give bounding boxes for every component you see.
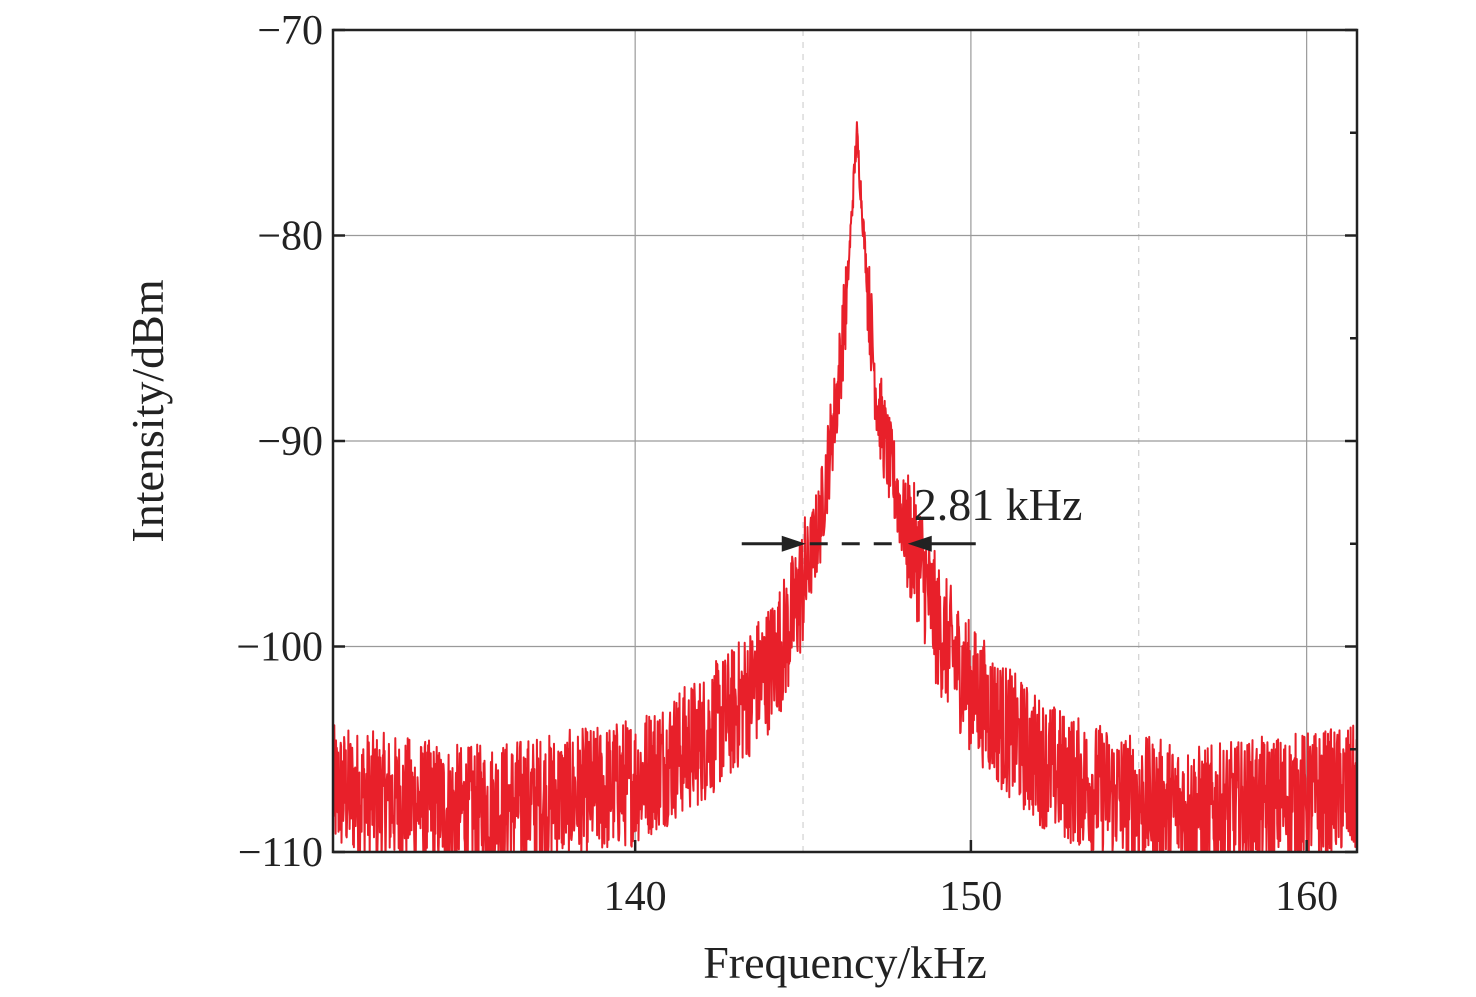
axis-ticks [333,28,1357,854]
y-axis-title: Intensity/dBm [122,279,173,542]
x-tick-label: 140 [604,874,667,920]
y-tick-label: −100 [236,625,323,671]
y-tick-label: −90 [257,419,323,465]
grid-lines [333,29,1357,853]
x-tick-label: 150 [939,874,1002,920]
y-tick-label: −110 [238,830,323,876]
y-tick-label: −70 [257,8,323,54]
spectrum-line [333,121,1357,852]
tick-labels: 140 150 160 −70 −80 −90 −100 −110 [236,8,1338,920]
x-tick-label: 160 [1275,874,1338,920]
left-arrowhead [781,535,806,552]
series-group [333,121,1357,852]
linewidth-label: 2.81 kHz [914,479,1083,530]
linewidth-annotation: 2.81 kHz [741,479,1083,552]
y-tick-label: −80 [257,214,323,260]
x-axis-title: Frequency/kHz [703,937,987,988]
right-arrowhead [907,535,932,552]
